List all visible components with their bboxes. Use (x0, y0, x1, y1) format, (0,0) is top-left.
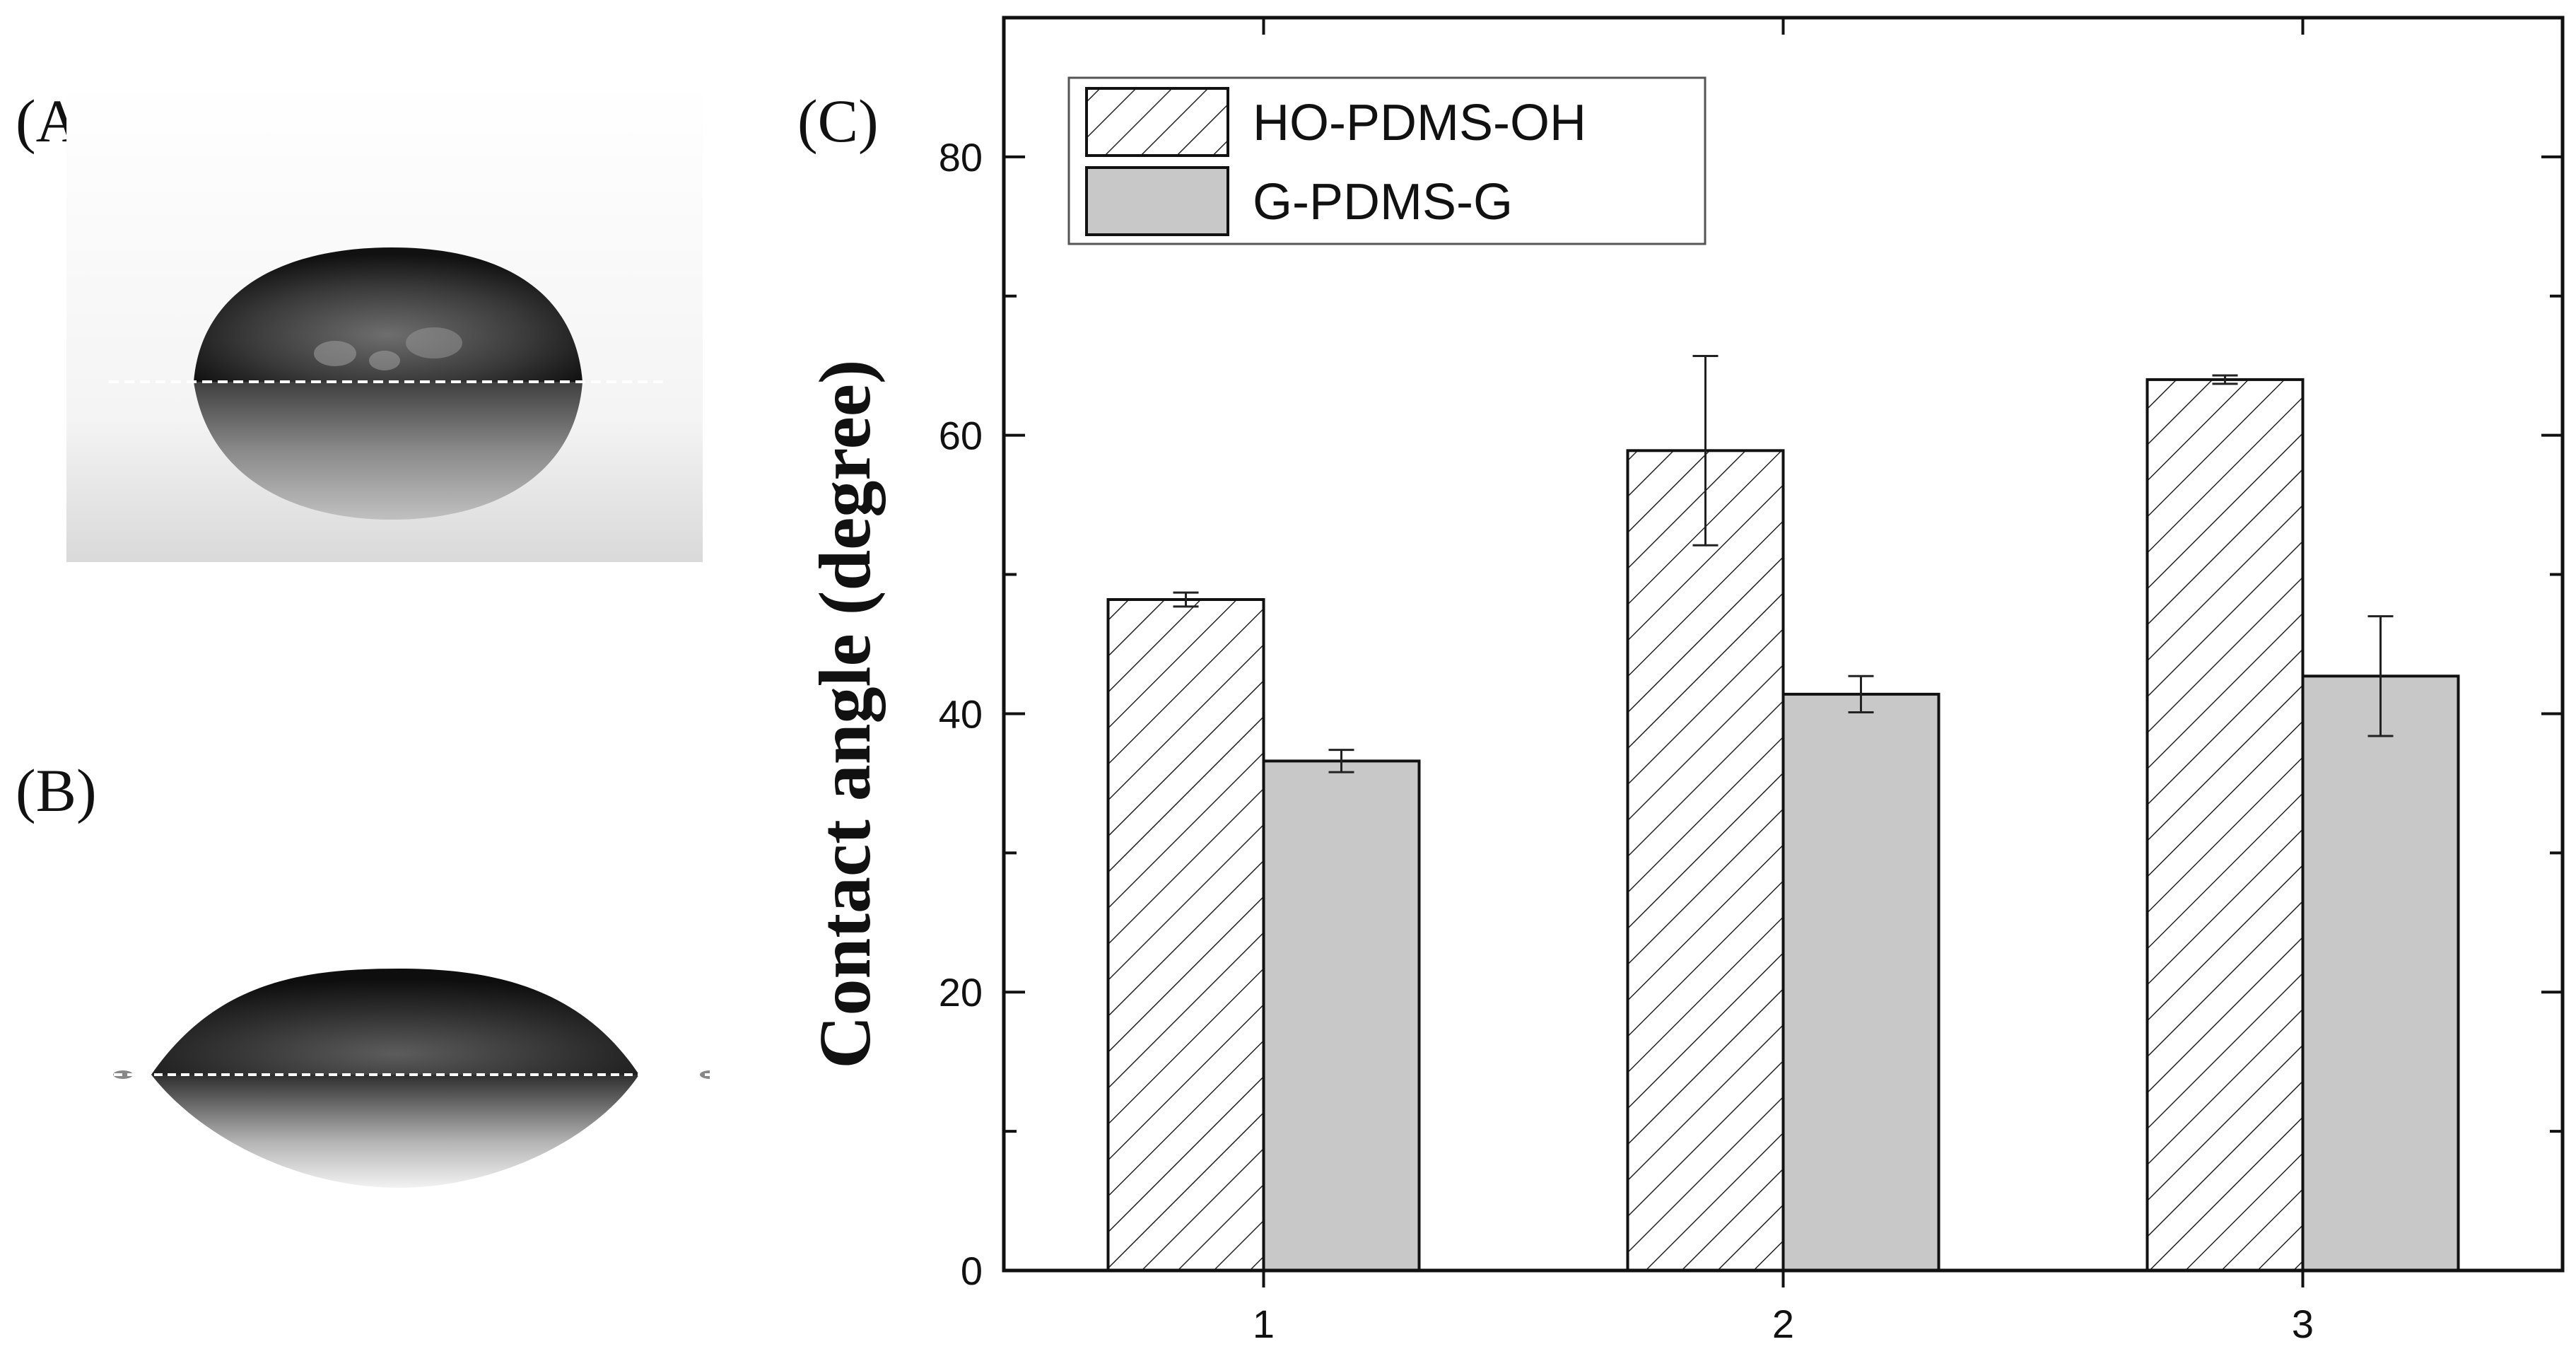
droplet-photo-b (74, 855, 710, 1223)
error-bar-g-pdms-g-2 (1848, 674, 1874, 713)
error-bar-ho-pdms-oh-1 (1173, 591, 1199, 608)
bar-g-pdms-g-2 (1781, 692, 1940, 1272)
legend-swatch-ho-pdms-oh (1085, 87, 1229, 157)
legend: HO-PDMS-OH G-PDMS-G (1067, 76, 1706, 245)
bar-g-pdms-g-3 (2301, 674, 2460, 1272)
bar-ho-pdms-oh-3 (2145, 378, 2305, 1272)
bar-g-pdms-g-1 (1262, 759, 1421, 1273)
y-tick-label-20: 20 (939, 970, 983, 1015)
x-tick-label-3: 3 (2292, 1302, 2314, 1346)
panel-label-c: (C) (797, 87, 879, 155)
plot-layer (1106, 354, 2460, 1273)
legend-label-g-pdms-g: G-PDMS-G (1253, 174, 1513, 230)
bar-ho-pdms-oh-1 (1106, 597, 1265, 1272)
y-tick-label-0: 0 (961, 1249, 983, 1293)
error-bar-ho-pdms-oh-2 (1692, 354, 1719, 547)
plot-frame (1002, 16, 2565, 1273)
droplet-photo-a (66, 81, 703, 562)
y-tick-label-60: 60 (939, 414, 983, 458)
legend-swatch-g-pdms-g (1085, 166, 1229, 236)
error-bar-g-pdms-g-3 (2367, 615, 2394, 737)
axes-layer: 1 2 3 0 20 40 60 80 (939, 16, 2565, 1346)
legend-label-ho-pdms-oh: HO-PDMS-OH (1253, 95, 1586, 151)
bar-ho-pdms-oh-2 (1626, 449, 1785, 1272)
x-tick-label-2: 2 (1772, 1302, 1794, 1346)
y-tick-label-80: 80 (939, 135, 983, 180)
error-bar-ho-pdms-oh-3 (2212, 374, 2238, 385)
y-tick-label-40: 40 (939, 691, 983, 736)
panel-label-b: (B) (16, 757, 97, 824)
x-tick-label-1: 1 (1253, 1302, 1275, 1346)
y-axis-title: Contact angle (degree) (804, 359, 886, 1068)
error-bar-g-pdms-g-1 (1328, 749, 1354, 773)
